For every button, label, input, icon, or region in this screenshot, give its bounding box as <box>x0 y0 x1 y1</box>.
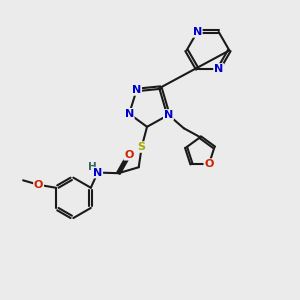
Text: N: N <box>164 110 173 120</box>
Text: S: S <box>138 142 146 152</box>
Text: H: H <box>88 162 97 172</box>
Text: O: O <box>34 180 43 190</box>
Text: O: O <box>204 159 214 169</box>
Text: N: N <box>124 109 134 119</box>
Text: N: N <box>93 168 102 178</box>
Text: O: O <box>124 150 134 160</box>
Text: N: N <box>132 85 141 95</box>
Text: N: N <box>214 64 223 74</box>
Text: N: N <box>193 27 202 37</box>
